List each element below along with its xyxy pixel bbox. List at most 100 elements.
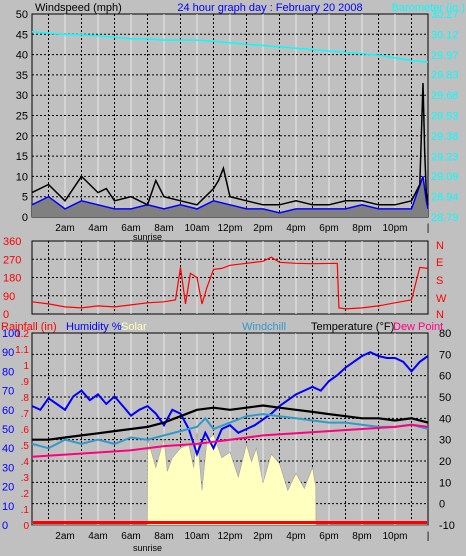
humidity-line [31,351,429,457]
time-label: 4pm [286,223,305,234]
time-label: 10pm [382,531,407,542]
time-label: 12pm [217,223,242,234]
humidity-tick-label: 0 [2,520,8,532]
solar-fill [32,432,428,526]
time-label: 12pm [217,531,242,542]
windchill-label: Windchill [242,321,286,333]
time-end-mark: | [427,223,430,234]
solar-label: Solar [121,321,147,333]
time-label: 4am [88,531,107,542]
temp-tick-label: 80 [439,328,451,340]
temp-tick-label: 10 [439,477,451,489]
temperature-label: Temperature (°F) [311,321,394,333]
direction-tick-label: 0 [3,309,9,321]
humidity-tick-label: 90 [2,347,14,359]
dewpoint-label: Dew Point [393,321,443,333]
time-label: 2pm [253,531,272,542]
baro-tick-label: 29.23 [431,152,459,164]
windchill-line [31,413,429,450]
wind-tick-label: 35 [16,70,28,82]
rain-tick-label: 1.1 [15,345,29,356]
time-label: 2am [55,223,74,234]
wind-gust-fill [32,176,428,217]
temp-tick-label: 30 [439,435,451,447]
barometer-label: Barometer (in.) [392,2,465,14]
time-label: 4pm [286,531,305,542]
direction-tick-label: 180 [3,273,21,285]
rain-tick-label: .5 [21,441,30,452]
rain-tick-label: .8 [21,393,30,404]
dewpoint-line [31,423,429,458]
wind-tick-label: 0 [22,212,28,224]
time-label: 8am [154,223,173,234]
rain-tick-label: .2 [21,489,30,500]
time-label: 8pm [352,531,371,542]
wind-tick-label: 15 [16,151,28,163]
rain-tick-label: .1 [21,505,30,516]
sunrise-label-top: sunrise [133,232,162,242]
temp-tick-label: 40 [439,413,451,425]
temperature-line [32,404,429,441]
baro-tick-label: 30.27 [431,9,459,21]
compass-label: W [436,293,447,305]
rain-tick-label: 1.2 [15,329,29,340]
time-label: 8am [154,531,173,542]
compass-label: N [436,240,444,252]
time-label: 4am [88,223,107,234]
baro-tick-label: 29.68 [431,90,459,102]
humidity-tick-label: 60 [2,405,14,417]
direction-tick-label: 90 [3,291,15,303]
wind-tick-label: 10 [16,171,28,183]
wind-tick-label: 45 [16,29,28,41]
temp-tick-label: 70 [439,349,451,361]
direction-line [31,256,429,310]
time-label: 2pm [253,223,272,234]
compass-label: E [436,257,443,269]
temp-tick-label: -10 [439,520,455,532]
humidity-tick-label: 10 [2,501,14,513]
baro-tick-label: 29.83 [431,69,459,81]
time-label: 10am [184,531,209,542]
sunrise-label-bottom: sunrise [133,543,162,553]
humidity-tick-label: 70 [2,386,14,398]
direction-tick-label: 270 [3,254,21,266]
windspeed-label: Windspeed (mph) [35,2,122,14]
rain-tick-label: .4 [21,457,30,468]
baro-tick-label: 28.94 [431,191,459,203]
wind-tick-label: 50 [16,9,28,21]
rain-tick-label: 0 [23,521,29,532]
rain-bar [33,521,427,524]
time-label: 6pm [319,223,338,234]
baro-tick-label: 28.79 [431,212,459,224]
wind-tick-label: 20 [16,131,28,143]
time-label: 8pm [352,223,371,234]
chart-title: 24 hour graph day : February 20 2008 [177,2,362,14]
rain-tick-label: .6 [21,425,30,436]
wind-tick-label: 40 [16,50,28,62]
baro-tick-label: 29.53 [431,111,459,123]
baro-tick-label: 29.97 [431,50,459,62]
time-label: 2am [55,531,74,542]
rain-tick-label: .3 [21,473,30,484]
rain-tick-label: 1 [23,361,29,372]
time-label: 10pm [382,223,407,234]
humidity-tick-label: 50 [2,424,14,436]
temp-tick-label: 0 [439,499,445,511]
compass-label: S [436,275,443,287]
humidity-tick-label: 30 [2,462,14,474]
direction-tick-label: 360 [3,236,21,248]
time-end-mark: | [427,531,430,542]
barometer-line [31,31,429,63]
humidity-tick-label: 20 [2,482,14,494]
rainfall-label: Rainfall (in) [1,321,57,333]
wind-tick-label: 5 [22,192,28,204]
rain-tick-label: .7 [21,409,30,420]
baro-tick-label: 29.09 [431,171,459,183]
humidity-label: Humidity % [66,321,122,333]
baro-tick-label: 30.12 [431,30,459,42]
wind-tick-label: 30 [16,90,28,102]
humidity-tick-label: 100 [2,328,20,340]
time-label: 6am [121,531,140,542]
temp-tick-label: 60 [439,371,451,383]
